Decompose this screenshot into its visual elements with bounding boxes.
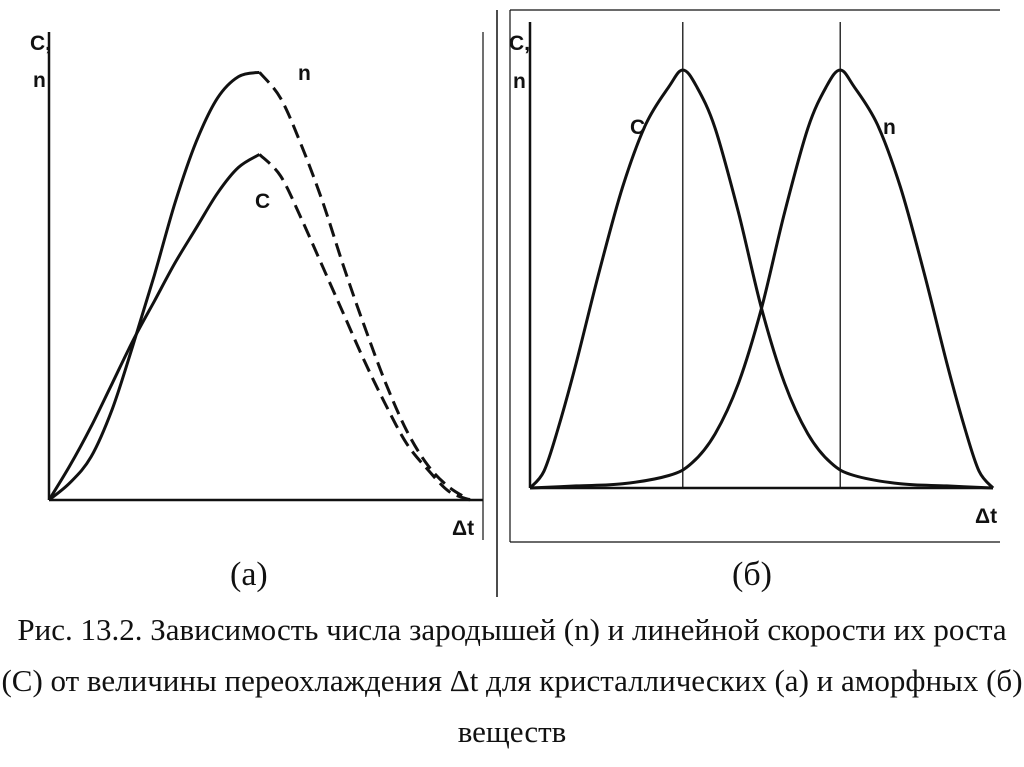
caption-line-3: веществ	[457, 714, 567, 749]
caption-line-2: (С) от величины переохлаждения Δt для кр…	[1, 663, 1023, 698]
panel-b-series-c	[528, 68, 994, 490]
caption-line-1: Рис. 13.2. Зависимость числа зародышей (…	[17, 612, 1007, 647]
panel-a-label: (а)	[230, 556, 268, 593]
panel-a-ylabel-line1: C,	[30, 32, 51, 55]
panel-a-series-label-n: n	[298, 62, 311, 85]
panel-b-series-n	[529, 68, 995, 490]
panel-a-ylabel-line2: n	[33, 69, 46, 92]
panel-b-label: (б)	[732, 556, 772, 593]
panel-b-ylabel-line2: n	[513, 70, 526, 93]
panel-a-series-c-dashed	[258, 153, 471, 502]
panel-a-series-label-c: C	[255, 190, 270, 213]
panel-a-series-n-dashed	[258, 71, 471, 502]
panel-b-xlabel: Δt	[975, 505, 997, 528]
panel-a: C, n Δt n C (а)	[30, 32, 484, 593]
panel-a-series-n-solid	[48, 70, 260, 502]
figure-caption: Рис. 13.2. Зависимость числа зародышей (…	[0, 604, 1024, 757]
panel-b-series-label-n: n	[883, 116, 896, 139]
panel-a-xlabel: Δt	[452, 517, 474, 540]
panel-a-series-c-solid	[47, 153, 261, 501]
panel-b-ylabel-line1: C,	[509, 32, 530, 55]
panel-b-series-label-c: C	[630, 116, 645, 139]
panel-b: C, n Δt C n (б)	[509, 9, 1000, 593]
